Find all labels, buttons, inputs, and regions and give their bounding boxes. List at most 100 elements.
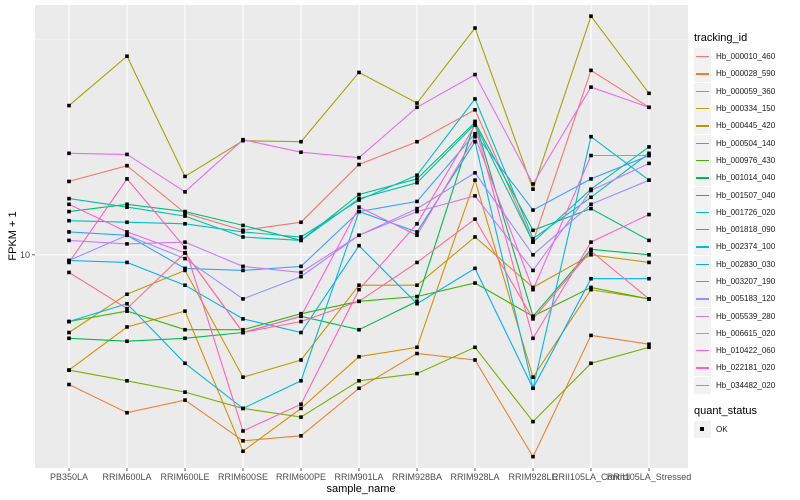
data-point <box>647 151 651 156</box>
data-point <box>357 287 361 292</box>
plot-panel <box>35 5 688 468</box>
legend-item: Hb_005539_280 <box>694 307 800 325</box>
data-point <box>125 233 129 238</box>
data-point <box>125 301 129 306</box>
data-point <box>647 105 651 110</box>
legend-item: Hb_000504_140 <box>694 134 800 152</box>
data-point <box>415 222 419 226</box>
line-swatch-icon <box>696 246 709 248</box>
data-point <box>473 178 477 182</box>
line-swatch-icon <box>696 194 709 196</box>
data-point <box>647 276 651 281</box>
data-point <box>125 242 129 246</box>
legend-key <box>694 290 711 308</box>
data-point <box>357 386 361 391</box>
legend-key <box>694 273 711 290</box>
data-point <box>531 386 535 391</box>
data-point <box>67 179 71 184</box>
data-point <box>415 105 419 110</box>
data-point <box>589 134 593 139</box>
x-axis-title: sample_name <box>326 483 395 495</box>
legend-label: Hb_000504_140 <box>716 138 776 148</box>
legend-item: Hb_001818_090 <box>694 221 800 239</box>
line-swatch-icon <box>696 367 709 369</box>
data-point <box>299 406 303 411</box>
legend-key <box>694 100 711 118</box>
x-tick-label: RRII105LA_Stressed <box>607 472 692 482</box>
legend-item: Hb_005183_120 <box>694 290 800 308</box>
data-point <box>415 230 419 234</box>
line-swatch-icon <box>696 263 709 265</box>
y-axis: 10 <box>20 250 35 260</box>
data-point <box>299 319 303 324</box>
data-point <box>531 208 535 212</box>
data-point <box>299 314 303 319</box>
data-point <box>183 222 187 226</box>
data-point <box>357 205 361 209</box>
legend-label: Hb_005539_280 <box>716 311 776 321</box>
data-point <box>299 378 303 383</box>
line-swatch-icon <box>696 298 709 300</box>
data-point <box>299 330 303 335</box>
data-point <box>589 177 593 181</box>
data-point <box>299 139 303 144</box>
data-point <box>473 358 477 362</box>
data-point <box>241 230 245 234</box>
data-point <box>589 14 593 18</box>
legend-key <box>694 134 711 152</box>
data-point <box>415 299 419 304</box>
series-points <box>67 14 651 459</box>
legend-label: Hb_000445_420 <box>716 121 776 131</box>
data-point <box>125 54 129 59</box>
data-point <box>183 190 187 194</box>
data-point <box>67 230 71 234</box>
data-point <box>589 252 593 257</box>
data-point <box>531 252 535 257</box>
y-tick-label: 10 <box>20 250 30 260</box>
data-point <box>589 188 593 193</box>
data-point <box>183 256 187 261</box>
data-point <box>531 287 535 292</box>
line-swatch-icon <box>696 211 709 214</box>
data-point <box>531 454 535 459</box>
data-point <box>473 217 477 221</box>
legend-label: Hb_001507_040 <box>716 190 776 200</box>
data-point <box>299 311 303 316</box>
data-point <box>357 162 361 167</box>
x-tick-label: RRIM901LA <box>334 472 383 482</box>
data-point <box>531 317 535 321</box>
data-point <box>531 187 535 191</box>
legend-item: Hb_003207_190 <box>694 273 800 290</box>
data-point <box>125 292 129 297</box>
data-point <box>67 330 71 335</box>
data-point <box>531 285 535 290</box>
data-point <box>183 245 187 250</box>
data-point <box>67 260 71 265</box>
x-tick-label: RRIM600LE <box>160 472 209 482</box>
x-tick-label: RRII105LA_Control <box>552 472 630 482</box>
data-point <box>299 235 303 239</box>
data-point <box>183 361 187 366</box>
legend-item: Hb_006615_020 <box>694 324 800 342</box>
data-point <box>357 198 361 202</box>
data-point <box>67 196 71 201</box>
data-point <box>415 177 419 181</box>
legend-key <box>694 117 711 135</box>
data-point <box>183 214 187 218</box>
data-point <box>647 153 651 158</box>
legend-item: Hb_002830_030 <box>694 255 800 273</box>
data-point <box>589 333 593 338</box>
data-point <box>473 131 477 136</box>
data-point <box>473 72 477 77</box>
data-point <box>125 163 129 168</box>
data-point <box>183 240 187 244</box>
data-point <box>241 449 245 454</box>
data-point <box>67 258 71 263</box>
data-point <box>415 233 419 238</box>
data-point <box>531 268 535 273</box>
legend-item: Hb_010422_060 <box>694 342 800 360</box>
data-point <box>299 238 303 243</box>
legend-label: Hb_001014_040 <box>716 173 776 183</box>
data-point <box>357 155 361 160</box>
